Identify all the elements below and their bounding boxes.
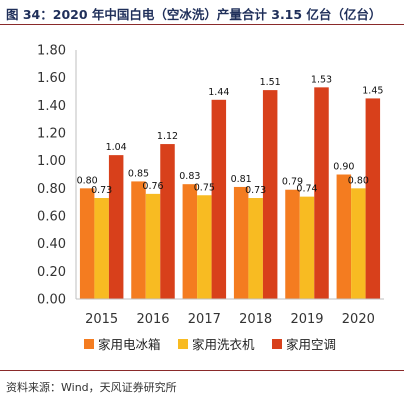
y-tick-label: 0.00 — [37, 293, 66, 308]
y-tick-label: 0.40 — [37, 237, 66, 252]
legend-swatch — [84, 339, 94, 349]
bar — [299, 196, 315, 299]
x-tick-label: 2015 — [85, 312, 118, 327]
bar — [314, 87, 329, 299]
data-label: 1.12 — [157, 131, 178, 142]
legend-swatch — [272, 339, 282, 349]
bar-chart: 0.00 0.20 0.40 0.60 0.80 1.00 1.20 1.40 1.60 1.80… — [37, 44, 384, 352]
legend-label: 家用电冰箱 — [98, 337, 161, 352]
data-label: 0.81 — [231, 174, 252, 185]
bars — [79, 87, 381, 300]
legend: 家用电冰箱 家用洗衣机 家用空调 — [84, 337, 336, 352]
y-tick-label: 1.40 — [37, 99, 66, 114]
data-label: 1.04 — [106, 142, 127, 153]
data-label: 0.76 — [142, 181, 163, 192]
bar — [94, 198, 109, 299]
bar — [285, 189, 300, 299]
source-note: 资料来源：Wind，天风证券研究所 — [6, 381, 177, 394]
bar — [160, 144, 175, 299]
x-tick-label: 2017 — [188, 312, 221, 327]
bar — [351, 188, 366, 299]
data-label: 0.73 — [91, 185, 112, 196]
x-tick-label: 2018 — [239, 312, 272, 327]
data-label: 1.53 — [311, 74, 332, 85]
bar — [131, 181, 146, 299]
y-tick-label: 0.80 — [37, 182, 66, 197]
data-label: 0.80 — [77, 175, 98, 186]
data-label: 0.90 — [333, 162, 354, 173]
y-tick-label: 1.20 — [37, 127, 66, 142]
y-tick-label: 1.00 — [37, 154, 66, 169]
bar — [248, 198, 263, 299]
data-label: 1.45 — [362, 85, 383, 96]
data-label: 1.44 — [208, 87, 229, 98]
y-tick-label: 0.60 — [37, 210, 66, 225]
data-label: 0.74 — [296, 184, 317, 195]
source-divider — [0, 370, 404, 371]
bar — [108, 155, 124, 299]
bar — [182, 184, 198, 299]
data-labels: 0.800.731.040.850.761.120.830.751.440.81… — [77, 74, 384, 196]
y-tick-label: 1.60 — [37, 71, 66, 86]
bar — [79, 188, 95, 299]
bar — [336, 174, 352, 299]
data-label: 0.75 — [194, 182, 215, 193]
data-label: 0.85 — [128, 168, 149, 179]
y-axis: 0.00 0.20 0.40 0.60 0.80 1.00 1.20 1.40 1.60 1.80 — [37, 44, 77, 308]
bar — [365, 98, 381, 300]
bar — [211, 99, 227, 299]
y-tick-label: 1.80 — [37, 44, 66, 59]
y-tick-label: 0.20 — [37, 265, 66, 280]
x-tick-label: 2020 — [342, 312, 375, 327]
legend-swatch — [178, 339, 188, 349]
bar — [145, 193, 161, 299]
bar — [233, 186, 249, 299]
legend-label: 家用洗衣机 — [192, 337, 255, 352]
data-label: 0.80 — [348, 175, 369, 186]
data-label: 0.79 — [282, 177, 303, 188]
data-label: 0.73 — [245, 185, 266, 196]
x-tick-label: 2016 — [136, 312, 169, 327]
title-divider — [0, 24, 404, 25]
bar — [262, 90, 278, 299]
data-label: 1.51 — [260, 77, 281, 88]
x-axis: 2015 2016 2017 2018 2019 2020 — [76, 298, 384, 327]
data-label: 0.83 — [179, 171, 200, 182]
bar — [197, 195, 212, 299]
x-tick-label: 2019 — [290, 312, 323, 327]
legend-label: 家用空调 — [286, 337, 336, 352]
chart-title: 图 34：2020 年中国白电（空冰洗）产量合计 3.15 亿台（亿台） — [6, 7, 382, 22]
